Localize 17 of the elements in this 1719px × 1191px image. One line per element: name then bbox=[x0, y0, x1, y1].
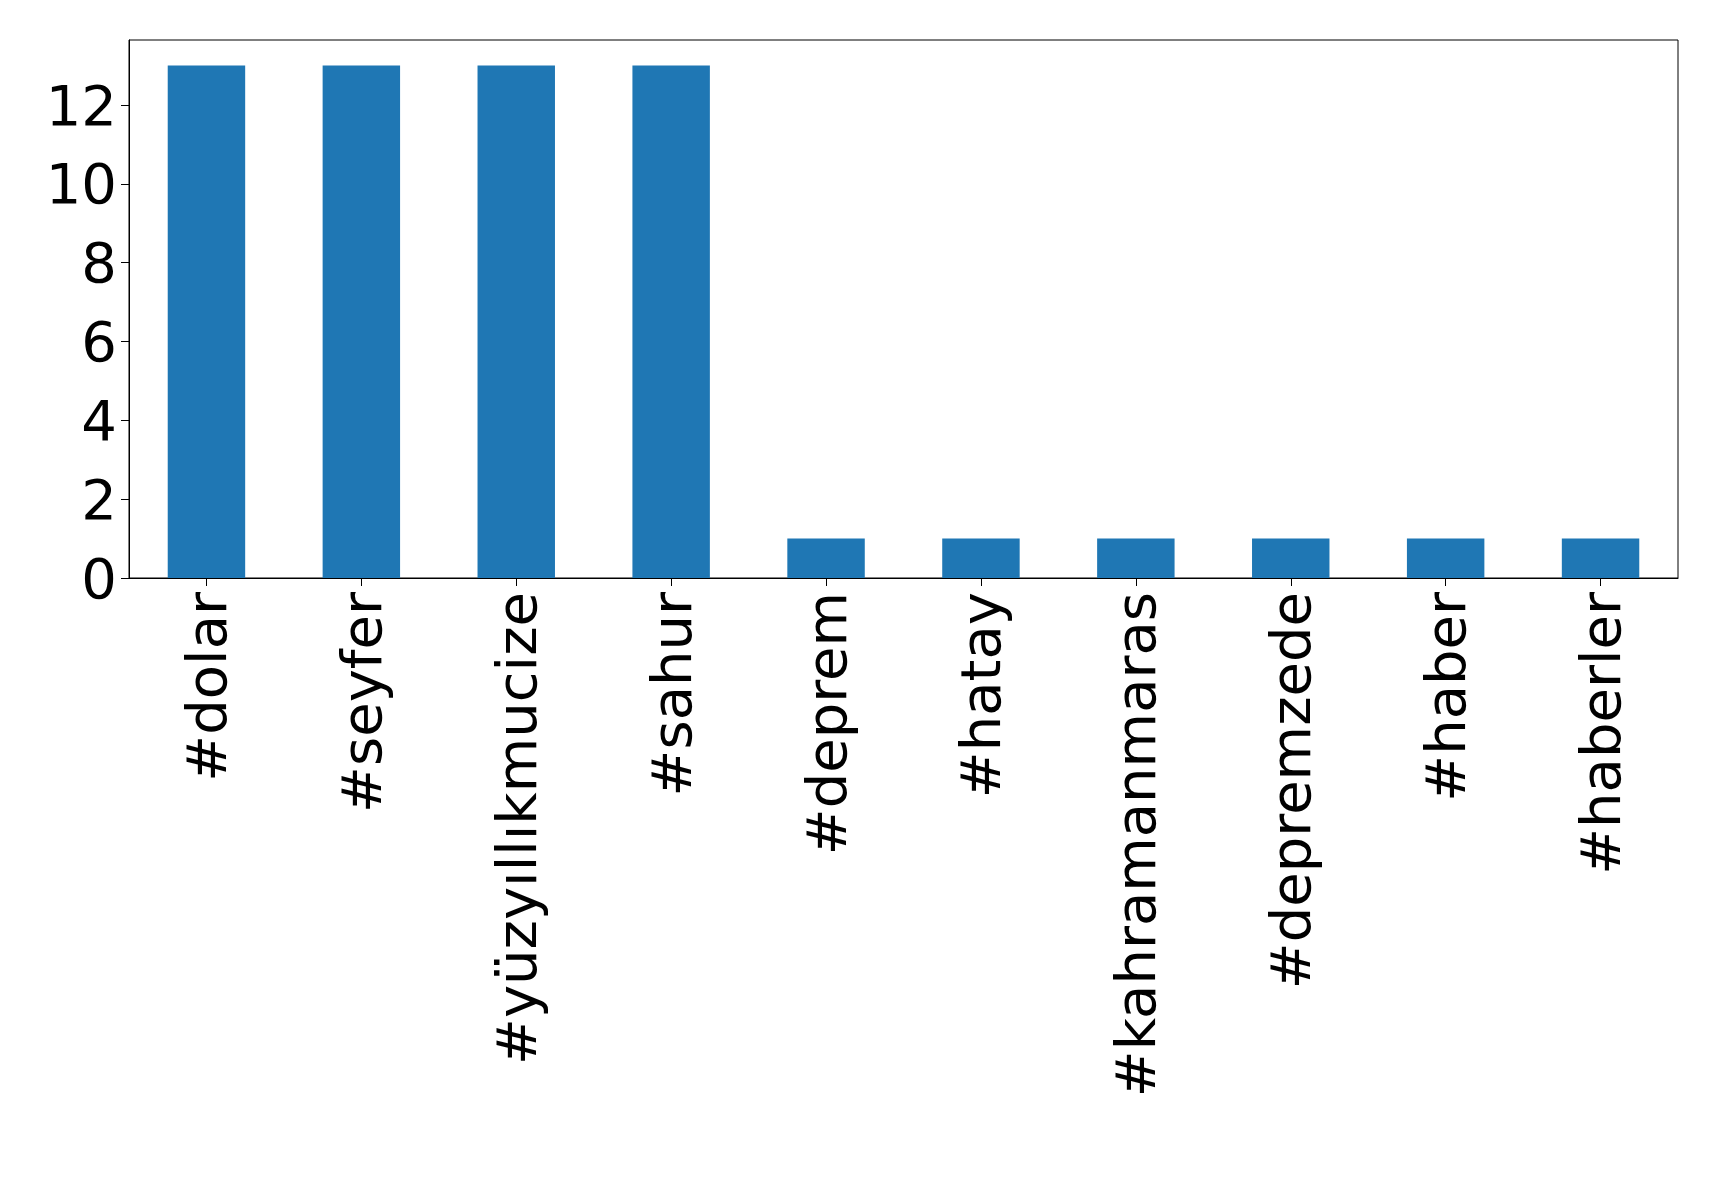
x-tick-label: #hatay bbox=[948, 592, 1014, 799]
x-tick-label: #depremzede bbox=[1258, 592, 1324, 990]
y-tick-label: 12 bbox=[45, 72, 117, 138]
x-tick-label: #haberler bbox=[1568, 591, 1634, 875]
x-tick-label: #haber bbox=[1413, 591, 1479, 802]
y-tick-label: 4 bbox=[81, 387, 117, 453]
y-tick-label: 2 bbox=[81, 466, 117, 532]
y-tick-label: 10 bbox=[45, 151, 117, 217]
x-tick-label: #sahur bbox=[638, 591, 704, 797]
x-tick-label: #dolar bbox=[173, 591, 239, 782]
y-tick-label: 0 bbox=[81, 545, 117, 611]
x-tick-label: #deprem bbox=[793, 592, 859, 856]
x-tick-label: #yüzyıllıkmucize bbox=[483, 592, 549, 1065]
y-tick-label: 8 bbox=[81, 230, 117, 296]
x-tick-label: #seyfer bbox=[328, 591, 394, 813]
x-tick-label: #kahramanmaras bbox=[1103, 592, 1169, 1098]
y-tick-label: 6 bbox=[81, 309, 117, 375]
